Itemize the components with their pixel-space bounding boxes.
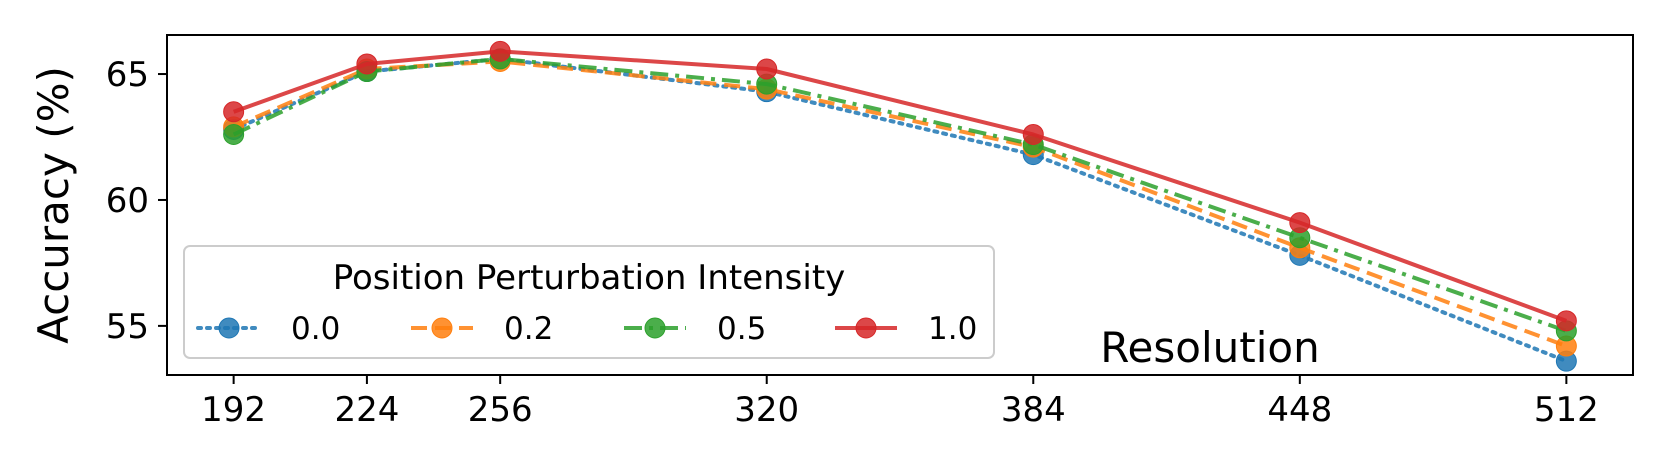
legend-entry-0.5: 0.5 [624,311,766,347]
data-point-1.0-256 [489,40,511,62]
x-tick-label: 320 [734,390,799,430]
data-point-1.0-224 [356,53,378,75]
x-tick-label: 512 [1534,390,1599,430]
x-axis-title: Resolution [1100,323,1319,372]
legend-label: 1.0 [928,311,977,347]
legend-label: 0.2 [504,311,553,347]
legend-label: 0.0 [291,311,340,347]
axes-layer: 192 224 256 320 384 448 512 55 60 65 Accuracy (%) R… [29,34,1634,430]
legend: Position Perturbation Intensity 0.0 0.2 0.5… [183,245,995,359]
y-tick-label: 55 [106,307,149,347]
x-tick-label: 192 [201,390,266,430]
data-point-1.0-320 [756,58,778,80]
data-point-1.0-192 [223,101,245,123]
legend-marker-0.0 [218,317,240,339]
y-axis-title: Accuracy (%) [29,66,78,344]
data-point-1.0-512 [1555,310,1577,332]
x-tick-label: 256 [468,390,533,430]
legend-entry-0.2: 0.2 [411,311,553,347]
series-1.0 [223,40,1577,332]
data-point-1.0-384 [1022,123,1044,145]
x-tick-label: 448 [1267,390,1332,430]
legend-marker-0.5 [644,317,666,339]
legend-box [183,245,995,359]
legend-label: 0.5 [717,311,766,347]
legend-entry-0.0: 0.0 [196,311,340,347]
plot-frame [166,34,1634,376]
y-tick-label: 60 [106,181,149,221]
legend-marker-1.0 [855,317,877,339]
legend-title: Position Perturbation Intensity [333,258,846,298]
series-layer [223,40,1577,372]
data-point-1.0-448 [1289,212,1311,234]
x-tick-label: 224 [334,390,399,430]
data-point-0.5-192 [223,123,245,145]
legend-marker-0.2 [431,317,453,339]
legend-entry-1.0: 1.0 [835,311,977,347]
y-tick-label: 65 [106,55,149,95]
x-tick-label: 384 [1001,390,1066,430]
